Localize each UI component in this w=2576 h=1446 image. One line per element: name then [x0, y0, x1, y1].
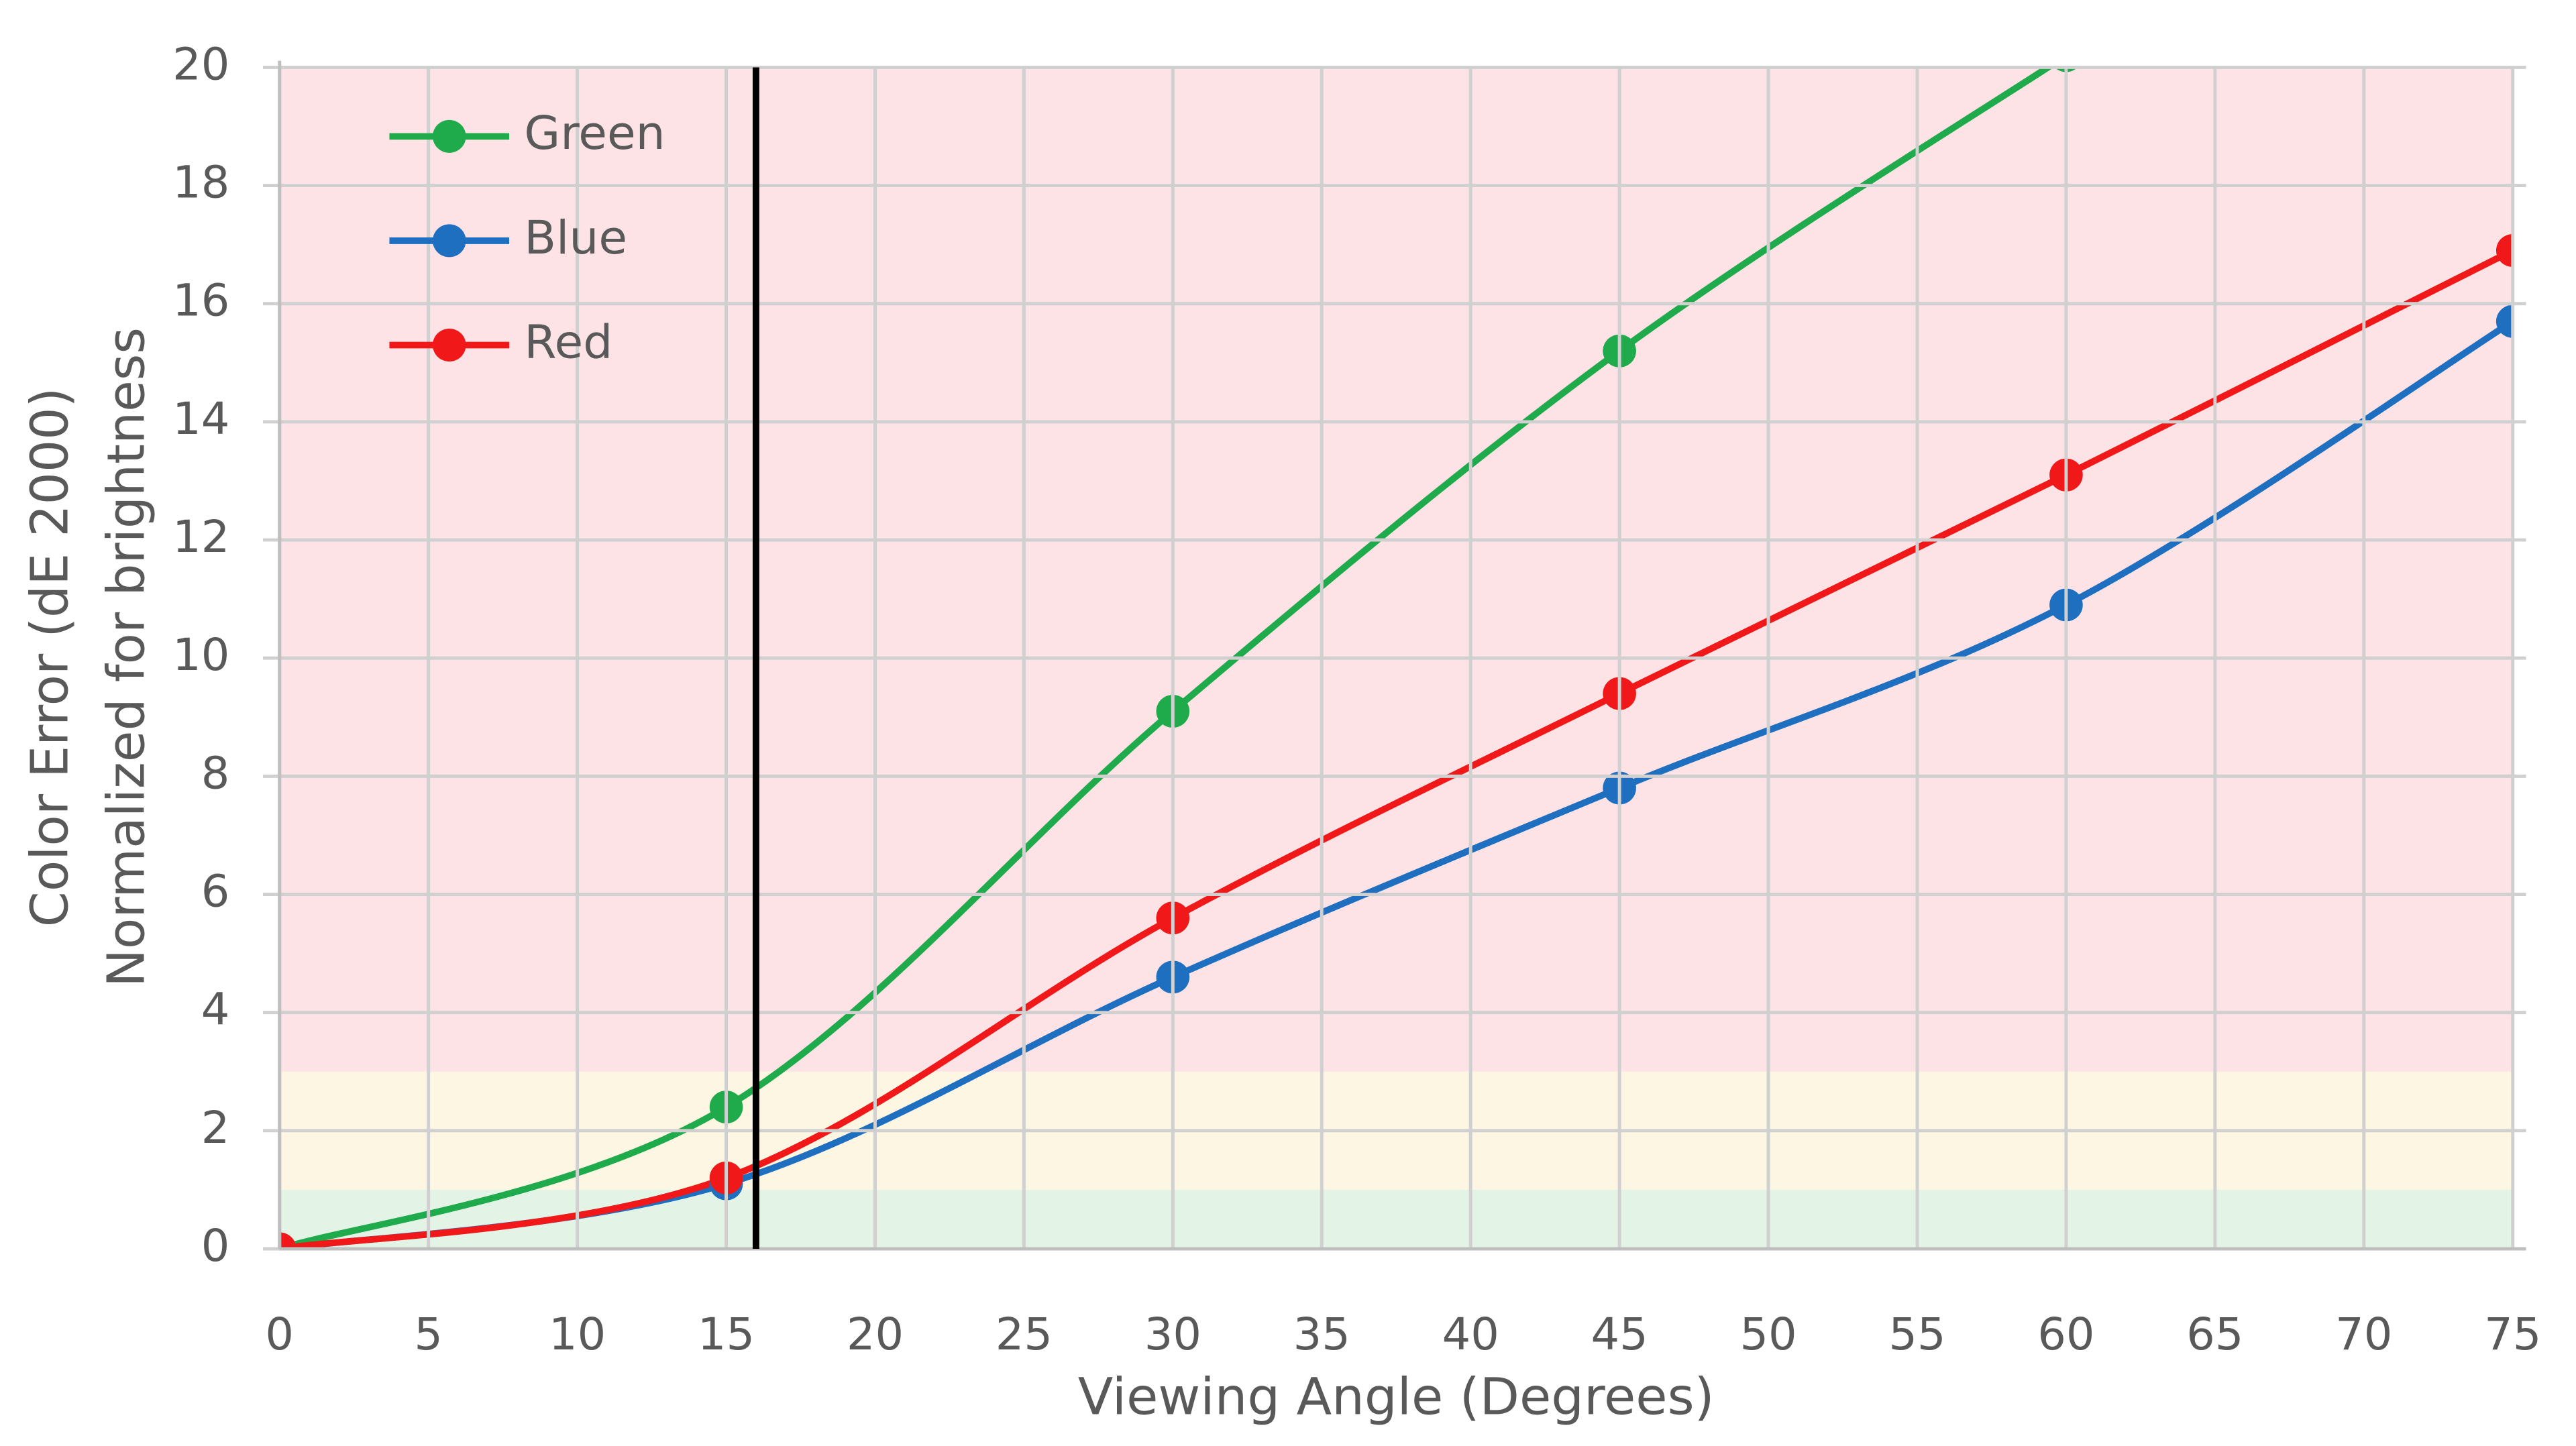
- x-tick-label: 5: [414, 1309, 443, 1361]
- x-tick-label: 40: [1442, 1309, 1499, 1361]
- legend-marker: [432, 224, 466, 258]
- legend-marker: [432, 119, 466, 153]
- x-tick-label: 25: [996, 1309, 1053, 1361]
- x-tick-label: 20: [847, 1309, 904, 1361]
- x-tick-label: 70: [2335, 1309, 2392, 1361]
- x-axis-title: Viewing Angle (Degrees): [1078, 1368, 1715, 1427]
- y-tick-label: 0: [201, 1219, 230, 1272]
- series-line: [279, 247, 2513, 1249]
- x-tick-label: 55: [1888, 1309, 1945, 1361]
- y-tick-label: 10: [172, 629, 229, 681]
- band: [279, 67, 2513, 1072]
- x-tick-label: 0: [265, 1309, 294, 1361]
- y-axis-title: Normalized for brightness: [97, 327, 157, 987]
- legend-label: Red: [524, 316, 612, 370]
- x-tick-label: 10: [549, 1309, 606, 1361]
- x-tick-label: 35: [1293, 1309, 1350, 1361]
- x-tick-label: 30: [1144, 1309, 1201, 1361]
- x-tick-label: 50: [1739, 1309, 1796, 1361]
- y-tick-label: 14: [172, 392, 229, 445]
- y-tick-label: 4: [201, 983, 230, 1036]
- data-point: [2496, 304, 2513, 338]
- y-tick-label: 6: [201, 865, 230, 917]
- legend-marker: [432, 329, 466, 362]
- x-tick-label: 65: [2186, 1309, 2243, 1361]
- y-tick-label: 12: [172, 510, 229, 563]
- y-tick-label: 8: [201, 747, 230, 799]
- y-tick-label: 20: [172, 38, 229, 91]
- y-tick-label: 16: [172, 274, 229, 327]
- legend-label: Green: [524, 107, 665, 161]
- band: [279, 1189, 2513, 1249]
- x-tick-label: 75: [2484, 1309, 2541, 1361]
- legend-label: Blue: [524, 211, 627, 265]
- data-point: [279, 1232, 297, 1249]
- y-axis-title: Color Error (dE 2000): [20, 388, 80, 927]
- data-point: [2496, 233, 2513, 267]
- x-tick-label: 60: [2037, 1309, 2094, 1361]
- y-tick-label: 2: [201, 1101, 230, 1154]
- x-tick-label: 45: [1591, 1309, 1648, 1361]
- x-tick-label: 15: [698, 1309, 755, 1361]
- series-line: [279, 319, 2513, 1249]
- y-tick-label: 18: [172, 156, 229, 209]
